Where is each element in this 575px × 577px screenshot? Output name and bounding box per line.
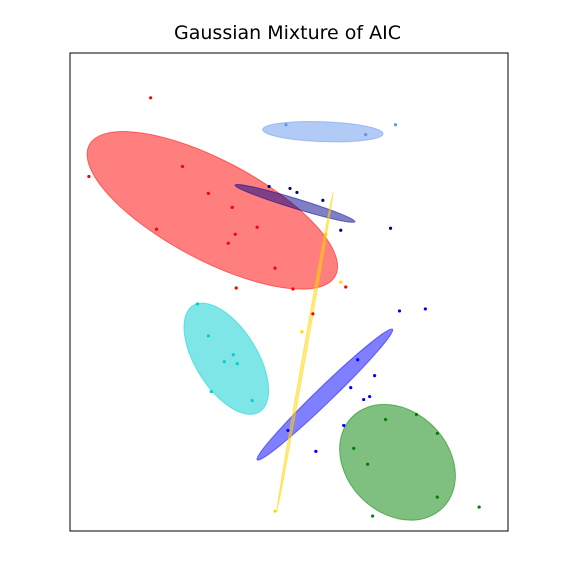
point-component-1-2 (87, 174, 91, 179)
ellipses-layer (86, 120, 456, 521)
point-component-4-1 (195, 302, 200, 306)
point-component-1-13 (344, 285, 348, 289)
point-component-6-2 (414, 412, 419, 417)
point-component-1-4 (206, 191, 210, 196)
point-component-5-9 (314, 449, 318, 453)
point-component-6-8 (371, 514, 375, 518)
point-component-6-7 (477, 505, 481, 509)
point-component-1-7 (233, 232, 237, 236)
point-component-5-3 (356, 358, 360, 362)
point-component-4-4 (235, 362, 239, 366)
point-component-5-8 (342, 423, 346, 428)
point-component-2-3 (295, 190, 299, 195)
point-component-4-2 (206, 334, 210, 338)
ellipse-component-1 (86, 131, 339, 290)
point-component-1-11 (234, 286, 238, 290)
ellipse-component-2 (234, 183, 356, 223)
point-component-6-1 (383, 417, 388, 422)
chart-title: Gaussian Mixture of AIC (174, 22, 401, 44)
point-component-1-1 (149, 96, 153, 100)
point-component-1-5 (230, 205, 234, 209)
point-component-7-3 (339, 280, 343, 284)
point-component-5-5 (349, 386, 353, 390)
point-component-5-7 (362, 397, 366, 402)
point-component-2-2 (288, 186, 292, 191)
point-component-6-5 (366, 462, 370, 466)
ellipse-component-4 (183, 302, 270, 415)
point-component-2-1 (267, 184, 271, 189)
point-component-1-12 (291, 287, 295, 291)
point-component-7-1 (273, 509, 277, 513)
ellipse-component-6 (339, 403, 456, 521)
point-component-2-5 (339, 228, 343, 232)
point-component-4-6 (209, 389, 213, 394)
point-component-4-5 (222, 360, 226, 364)
point-component-1-3 (180, 164, 185, 169)
point-component-5-10 (286, 428, 290, 433)
point-component-7-2 (324, 232, 328, 236)
point-component-3-1 (284, 123, 288, 127)
point-component-2-4 (321, 198, 325, 202)
ellipse-component-7 (276, 190, 334, 513)
point-component-4-7 (250, 398, 254, 403)
point-component-5-4 (373, 374, 377, 378)
point-component-1-6 (155, 227, 159, 231)
ellipse-component-3 (262, 120, 384, 143)
point-component-1-10 (273, 266, 277, 270)
point-component-6-3 (435, 431, 439, 436)
point-component-5-2 (423, 307, 427, 311)
plot-frame (69, 52, 509, 532)
point-component-7-4 (300, 330, 304, 334)
point-component-6-6 (435, 495, 439, 499)
point-component-5-6 (368, 394, 372, 399)
point-component-2-6 (388, 226, 393, 230)
point-component-3-3 (393, 123, 398, 127)
point-component-4-3 (231, 353, 235, 357)
points-layer (87, 96, 481, 518)
point-component-3-2 (364, 133, 368, 137)
point-component-1-14 (311, 312, 315, 316)
point-component-6-4 (352, 446, 356, 450)
point-component-1-8 (226, 241, 230, 245)
point-component-5-1 (397, 309, 402, 313)
point-component-1-9 (255, 225, 259, 229)
